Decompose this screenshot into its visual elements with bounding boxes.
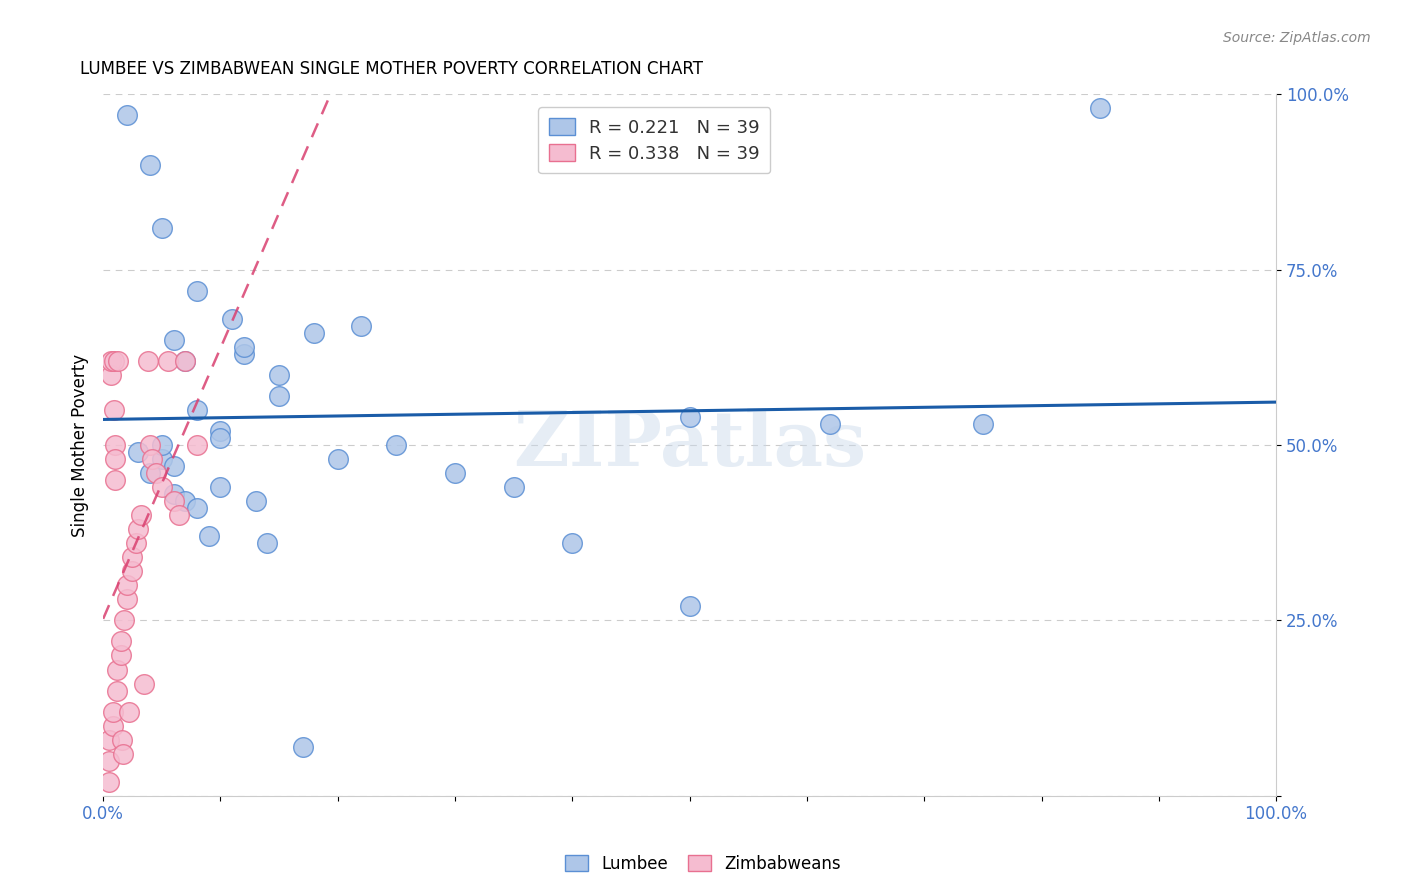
Point xyxy=(156,354,179,368)
Point xyxy=(150,438,173,452)
Point xyxy=(221,311,243,326)
Point xyxy=(197,529,219,543)
Point xyxy=(134,676,156,690)
Point xyxy=(209,424,232,438)
Point xyxy=(820,417,842,431)
Point xyxy=(136,354,159,368)
Point xyxy=(111,732,134,747)
Point xyxy=(186,284,208,298)
Point xyxy=(118,705,141,719)
Point xyxy=(502,480,524,494)
Point xyxy=(186,403,208,417)
Point xyxy=(267,368,290,382)
Point xyxy=(350,318,373,333)
Point xyxy=(103,354,125,368)
Point xyxy=(174,354,197,368)
Point xyxy=(150,480,173,494)
Point xyxy=(103,403,125,417)
Point xyxy=(105,683,128,698)
Point xyxy=(110,634,132,648)
Point xyxy=(101,718,124,732)
Point xyxy=(169,508,191,523)
Point xyxy=(104,473,127,487)
Point xyxy=(115,108,138,122)
Text: ZIPatlas: ZIPatlas xyxy=(513,409,866,482)
Point xyxy=(127,522,149,536)
Point xyxy=(121,550,143,565)
Point xyxy=(291,739,314,754)
Point xyxy=(678,599,700,614)
Point xyxy=(162,333,184,347)
Point xyxy=(444,466,467,480)
Legend: Lumbee, Zimbabweans: Lumbee, Zimbabweans xyxy=(558,848,848,880)
Point xyxy=(98,774,121,789)
Point xyxy=(245,494,267,508)
Point xyxy=(129,508,152,523)
Point xyxy=(98,732,121,747)
Point xyxy=(141,452,163,467)
Point xyxy=(209,480,232,494)
Point xyxy=(561,536,583,550)
Point xyxy=(98,754,121,768)
Point xyxy=(100,354,122,368)
Point xyxy=(127,445,149,459)
Point xyxy=(139,466,162,480)
Point xyxy=(115,592,138,607)
Point xyxy=(105,663,128,677)
Point xyxy=(100,368,122,382)
Point xyxy=(162,487,184,501)
Point xyxy=(1088,102,1111,116)
Point xyxy=(256,536,278,550)
Point xyxy=(112,747,135,761)
Point xyxy=(115,578,138,592)
Point xyxy=(145,466,167,480)
Point xyxy=(232,347,254,361)
Point xyxy=(209,431,232,445)
Point xyxy=(150,452,173,467)
Point xyxy=(101,705,124,719)
Point xyxy=(150,220,173,235)
Point xyxy=(125,536,148,550)
Point xyxy=(174,494,197,508)
Text: LUMBEE VS ZIMBABWEAN SINGLE MOTHER POVERTY CORRELATION CHART: LUMBEE VS ZIMBABWEAN SINGLE MOTHER POVER… xyxy=(80,60,703,78)
Point xyxy=(104,438,127,452)
Point xyxy=(121,565,143,579)
Point xyxy=(112,614,135,628)
Point xyxy=(162,494,184,508)
Legend: R = 0.221   N = 39, R = 0.338   N = 39: R = 0.221 N = 39, R = 0.338 N = 39 xyxy=(538,107,770,173)
Point xyxy=(304,326,326,340)
Point xyxy=(385,438,408,452)
Point xyxy=(267,389,290,403)
Point xyxy=(678,410,700,425)
Point xyxy=(972,417,994,431)
Point xyxy=(186,501,208,516)
Point xyxy=(139,438,162,452)
Point xyxy=(174,354,197,368)
Y-axis label: Single Mother Poverty: Single Mother Poverty xyxy=(72,353,89,537)
Point xyxy=(139,157,162,171)
Point xyxy=(186,438,208,452)
Point xyxy=(326,452,349,467)
Point xyxy=(162,459,184,474)
Text: Source: ZipAtlas.com: Source: ZipAtlas.com xyxy=(1223,31,1371,45)
Point xyxy=(104,452,127,467)
Point xyxy=(232,340,254,354)
Point xyxy=(107,354,129,368)
Point xyxy=(110,648,132,663)
